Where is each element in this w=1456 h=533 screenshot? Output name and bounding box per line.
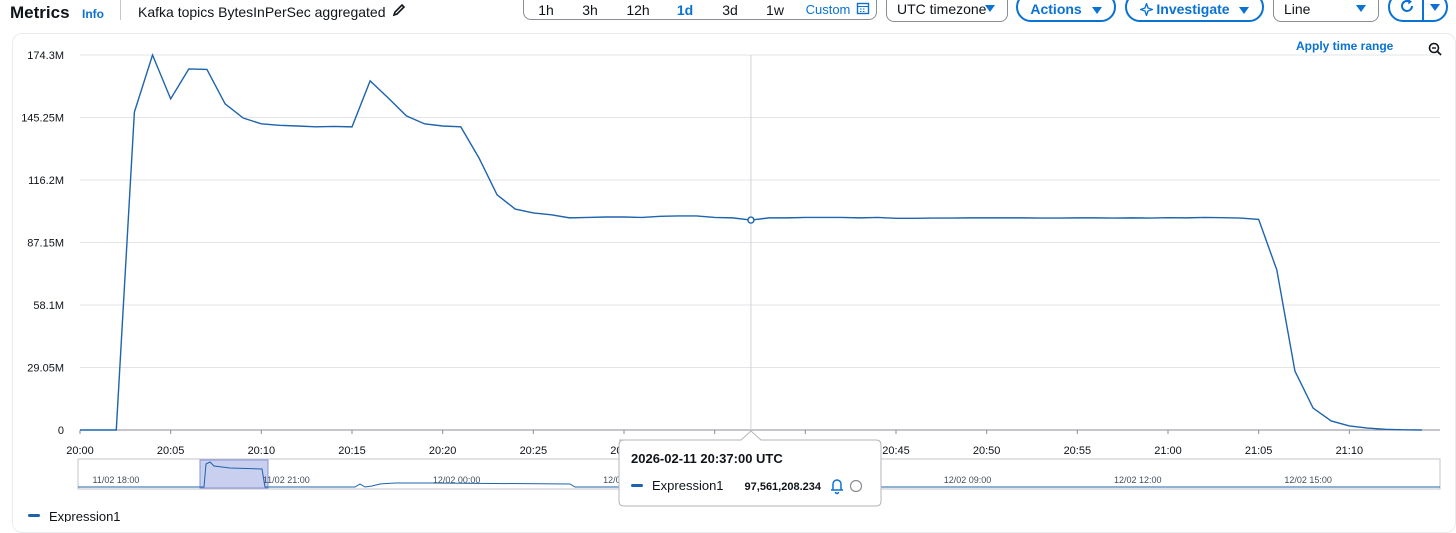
tooltip-series: Expression1 — [652, 478, 724, 493]
time-range-button[interactable]: Custom — [805, 2, 851, 17]
x-tick-label: 21:10 — [1336, 445, 1364, 457]
page: {"header": {"title": "Metrics", "info": … — [10, 0, 1456, 533]
investigate-button[interactable]: Investigate — [1125, 0, 1264, 22]
x-tick-label: 21:00 — [1154, 445, 1182, 457]
alarm-icon[interactable] — [831, 479, 843, 495]
info-link[interactable]: Info — [82, 7, 104, 21]
calendar-icon[interactable] — [856, 1, 870, 15]
legend-swatch — [28, 514, 40, 517]
x-tick-label: 20:00 — [66, 445, 94, 457]
view-label: Line — [1284, 1, 1311, 17]
tooltip-box — [618, 430, 882, 507]
navigator-label: 11/02 18:00 — [93, 475, 140, 485]
y-tick-label: 145.25M — [21, 113, 64, 125]
view-select[interactable]: Line — [1273, 0, 1379, 22]
y-tick-label: 116.2M — [28, 175, 64, 187]
time-range-button[interactable]: 3d — [722, 2, 738, 18]
y-tick-label: 87.15M — [27, 238, 64, 250]
x-tick-label: 21:05 — [1245, 445, 1273, 457]
tooltip-time: 2026-02-11 20:37:00 UTC — [631, 451, 783, 466]
y-tick-label: 0 — [58, 425, 64, 437]
zoom-out-icon[interactable] — [1428, 42, 1442, 56]
x-tick-label: 20:25 — [520, 445, 548, 457]
y-tick-label: 174.3M — [27, 50, 64, 62]
time-range-button[interactable]: 1d — [676, 2, 694, 18]
y-tick-label: 58.1M — [33, 300, 64, 312]
time-range-button[interactable]: 12h — [626, 2, 650, 18]
time-range-button[interactable]: 1h — [538, 2, 554, 18]
actions-button[interactable]: Actions — [1016, 0, 1116, 22]
legend-label[interactable]: Expression1 — [49, 509, 121, 522]
navigator-label: 12/02 12:00 — [1114, 475, 1162, 485]
x-tick-label: 20:15 — [338, 445, 366, 457]
navigator-label: 12/02 15:00 — [1284, 475, 1332, 485]
investigate-label: Investigate — [1156, 1, 1230, 17]
chart: 11/02 18:00 11/02 21:00 12/02 00:00 12/02 0… — [21, 50, 1441, 522]
tooltip: 2026-02-11 20:37:00 UTC Expression1 97,5… — [618, 430, 882, 507]
refresh-button[interactable] — [1388, 0, 1448, 22]
navigator-label: 11/02 21:00 — [263, 475, 310, 485]
tooltip-value: 97,561,208.234 — [745, 481, 822, 493]
time-range-button[interactable]: 1w — [766, 2, 784, 18]
time-range-group: 1h 3h 12h 1d 3d 1w Custom — [523, 0, 877, 20]
x-tick-label: 20:05 — [157, 445, 185, 457]
page-title: Metrics — [10, 3, 70, 22]
tooltip-swatch — [631, 484, 643, 487]
edit-icon[interactable] — [392, 3, 406, 17]
actions-label: Actions — [1030, 1, 1082, 17]
hover-point — [747, 216, 755, 224]
sparkle-icon — [1137, 1, 1155, 18]
y-tick-label: 29.05M — [27, 363, 64, 375]
navigator-label: 12/02 00:00 — [433, 475, 481, 485]
navigator-selection[interactable] — [199, 459, 269, 489]
x-tick-label: 20:45 — [882, 445, 910, 457]
navigator-line — [78, 461, 1440, 488]
refresh-icon — [1401, 0, 1413, 12]
x-tick-label: 20:20 — [429, 445, 457, 457]
apply-time-range[interactable]: Apply time range — [1296, 39, 1394, 53]
x-tick-label: 20:55 — [1064, 445, 1092, 457]
graph-name: Kafka topics BytesInPerSec aggregated — [138, 4, 386, 20]
time-range-button[interactable]: 3h — [582, 2, 598, 18]
separator — [120, 0, 121, 20]
explore-icon[interactable] — [849, 479, 863, 493]
x-tick-label: 20:50 — [973, 445, 1001, 457]
navigator-label: 12/02 09:00 — [944, 475, 992, 485]
x-tick-label: 20:10 — [248, 445, 276, 457]
timezone-label: UTC timezone — [897, 1, 987, 17]
timezone-select[interactable]: UTC timezone — [886, 0, 1008, 22]
